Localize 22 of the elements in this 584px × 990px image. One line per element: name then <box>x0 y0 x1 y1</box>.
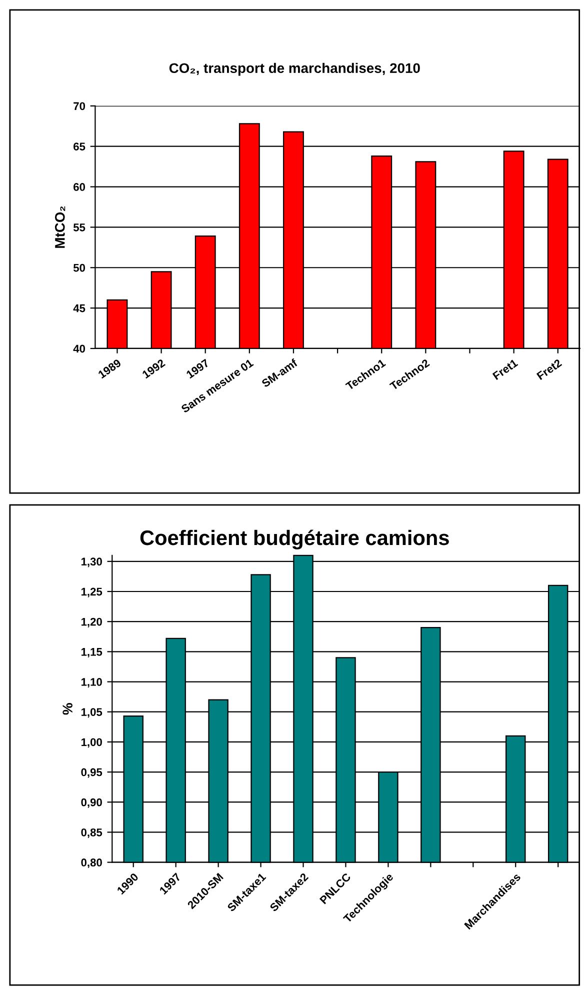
y-tick-label: 1,00 <box>81 738 102 748</box>
y-tick-label: 1,25 <box>81 588 102 598</box>
y-tick-label: 40 <box>73 344 86 353</box>
y-tick-label: 1,10 <box>81 678 102 688</box>
chart-title: CO₂, transport de marchandises, 2010 <box>169 62 420 76</box>
y-tick-label: 0,85 <box>81 828 102 838</box>
y-tick-label: 50 <box>73 264 86 272</box>
y-axis-title: % <box>62 703 72 715</box>
y-tick-label: 1,20 <box>81 618 102 628</box>
y-tick-label: 0,95 <box>81 768 102 778</box>
y-tick-label: 70 <box>74 102 86 110</box>
y-tick-label: 65 <box>74 142 86 150</box>
y-tick-label: 60 <box>74 183 86 191</box>
y-tick-label: 0,80 <box>81 858 102 868</box>
y-tick-label: 1,30 <box>81 558 102 568</box>
y-tick-label: 55 <box>73 224 86 232</box>
chart-title: Coefficient budgétaire camions <box>140 530 449 550</box>
y-axis-title: MtCO₂ <box>54 206 66 248</box>
y-tick-label: 1,15 <box>81 648 102 658</box>
y-tick-label: 0,90 <box>81 798 102 808</box>
y-tick-label: 1,05 <box>81 708 102 718</box>
y-tick-label: 45 <box>73 304 86 312</box>
